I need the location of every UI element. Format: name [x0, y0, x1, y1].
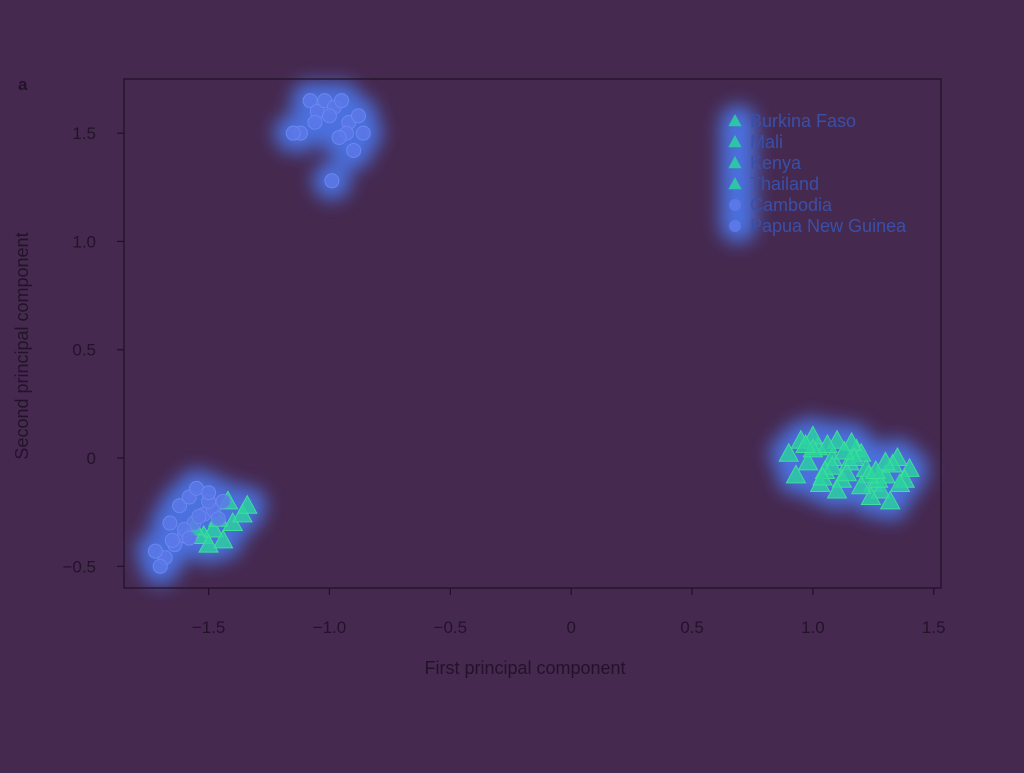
legend-item: Kenya — [728, 153, 802, 173]
legend-triangle-icon — [728, 177, 742, 190]
x-tick-label: 1.5 — [922, 618, 946, 637]
legend-item: Cambodia — [729, 195, 833, 215]
legend-triangle-icon — [728, 114, 742, 127]
point-triangle — [870, 479, 891, 499]
point-circle — [162, 515, 178, 531]
point-circle — [147, 543, 163, 559]
point-triangle — [850, 475, 872, 495]
point-triangle — [797, 451, 819, 471]
point-triangle — [879, 490, 901, 510]
legend-item: Papua New Guinea — [729, 216, 907, 236]
legend-triangle-icon — [728, 135, 742, 148]
legend-item: Mali — [728, 132, 783, 152]
legend-circle-icon — [729, 199, 741, 211]
point-circle — [210, 511, 226, 527]
y-tick-label: 1.0 — [72, 232, 96, 251]
point-circle — [324, 173, 340, 189]
x-axis: −1.5 −1.0 −0.5 0 0.5 1.0 1.5 — [192, 588, 946, 637]
point-triangle — [826, 479, 848, 499]
point-circle — [346, 142, 362, 158]
legend-label: Papua New Guinea — [750, 216, 907, 236]
point-triangle — [198, 533, 219, 553]
point-triangle — [860, 485, 882, 506]
x-tick-label: 0.5 — [680, 618, 704, 637]
y-tick-label: 0 — [87, 449, 96, 468]
point-triangle — [212, 529, 234, 549]
legend-label: Mali — [750, 132, 783, 152]
point-triangle — [795, 433, 816, 454]
point-circle — [201, 485, 217, 501]
legend-glow — [720, 105, 756, 243]
point-circle — [181, 530, 197, 546]
point-circle — [164, 532, 180, 548]
x-tick-label: 0 — [566, 618, 575, 637]
point-triangle — [865, 459, 887, 480]
point-circle — [350, 108, 366, 124]
legend-item: Thailand — [728, 174, 819, 194]
y-tick-label: 1.5 — [72, 124, 96, 143]
x-tick-label: −1.0 — [313, 618, 347, 637]
point-circle — [355, 125, 371, 141]
point-circle — [152, 558, 168, 574]
legend: Burkina FasoMaliKenyaThailandCambodiaPap… — [728, 111, 907, 236]
point-triangle — [817, 433, 838, 454]
point-circle — [191, 509, 207, 525]
point-triangle — [836, 462, 858, 482]
point-triangle — [833, 440, 855, 460]
series-kenya — [795, 433, 911, 510]
legend-triangle-icon — [728, 156, 742, 169]
legend-label: Thailand — [750, 174, 819, 194]
point-circle — [307, 114, 323, 130]
point-circle — [334, 93, 350, 109]
y-tick-label: −0.5 — [62, 557, 96, 576]
point-triangle — [778, 442, 800, 462]
legend-label: Burkina Faso — [750, 111, 856, 131]
point-triangle — [821, 455, 843, 475]
y-axis: −0.5 0 0.5 1.0 1.5 — [62, 124, 124, 576]
y-axis-label: Second principal component — [12, 232, 32, 459]
point-triangle — [785, 464, 807, 484]
legend-label: Kenya — [750, 153, 802, 173]
point-circle — [302, 93, 318, 109]
legend-item: Burkina Faso — [728, 111, 856, 131]
point-circle — [321, 108, 337, 124]
x-axis-label: First principal component — [424, 658, 625, 678]
point-triangle — [236, 494, 258, 514]
point-circle — [285, 125, 301, 141]
point-circle — [172, 498, 188, 514]
point-triangle — [875, 451, 896, 471]
y-tick-label: 0.5 — [72, 341, 96, 360]
point-circle — [331, 129, 347, 145]
point-triangle — [203, 518, 224, 538]
legend-label: Cambodia — [750, 195, 833, 215]
data-points — [147, 93, 920, 574]
point-circle — [215, 493, 231, 509]
plot-frame — [123, 78, 942, 589]
panel-label: a — [18, 75, 28, 94]
legend-circle-icon — [729, 220, 741, 232]
point-triangle — [889, 472, 911, 493]
x-tick-label: −1.5 — [192, 618, 226, 637]
series-cambodia — [147, 480, 231, 574]
point-triangle — [812, 466, 833, 486]
x-tick-label: 1.0 — [801, 618, 825, 637]
x-tick-label: −0.5 — [434, 618, 468, 637]
series-papua-new-guinea — [285, 93, 371, 189]
